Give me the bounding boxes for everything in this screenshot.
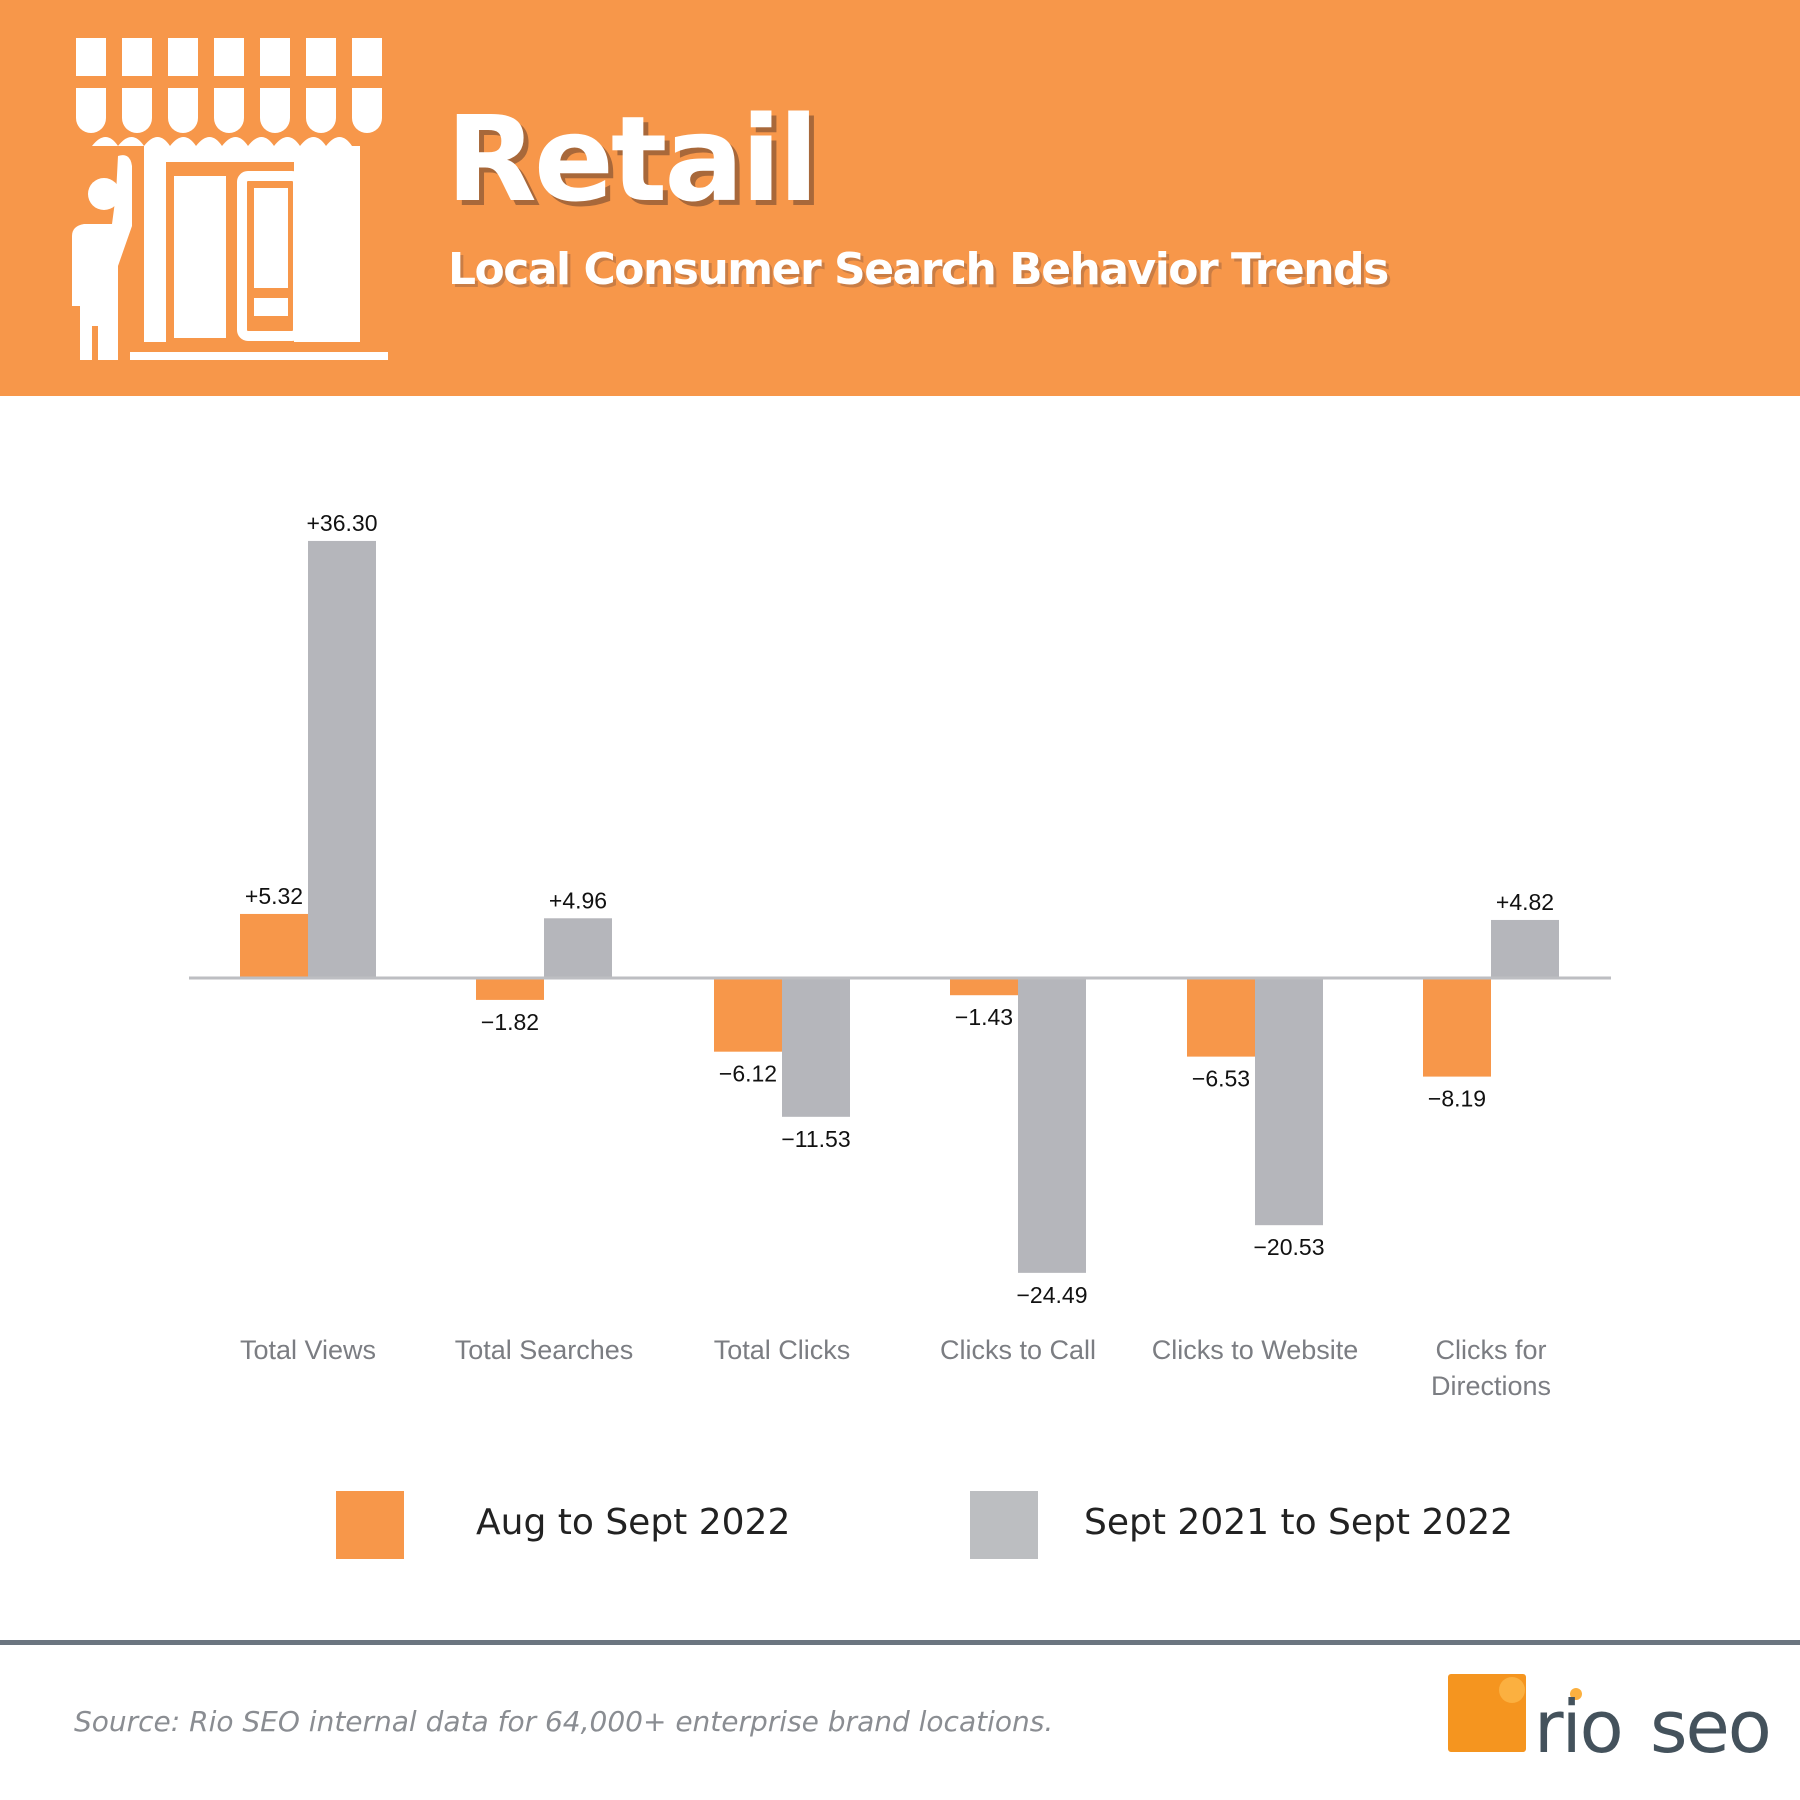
rio-seo-logo: rio seo [1448,1674,1772,1760]
legend-swatch-aug-sept-2022 [336,1491,404,1559]
legend-label-sept-2021-sept-2022: Sept 2021 to Sept 2022 [1084,1502,1514,1543]
svg-text:rio: rio [1534,1685,1622,1760]
category-label: Total Views [240,1335,376,1365]
page-title: Retail [446,90,819,228]
legend-label-aug-sept-2022: Aug to Sept 2022 [476,1502,791,1543]
category-label: Total Searches [455,1335,634,1365]
page-subtitle: Local Consumer Search Behavior Trends [448,244,1389,295]
value-label: −11.53 [781,1126,850,1152]
bar-aug-sept-2022-2 [714,978,782,1052]
bar-sept-2021-sept-2022-1 [544,918,612,978]
bar-sept-2021-sept-2022-4 [1255,978,1323,1226]
bar-sept-2021-sept-2022-3 [1018,978,1086,1273]
value-label: +4.82 [1496,889,1554,915]
category-label: Clicks to Call [940,1335,1096,1365]
bar-aug-sept-2022-1 [476,978,544,1000]
value-label: +4.96 [549,887,607,913]
bar-sept-2021-sept-2022-2 [782,978,850,1117]
bar-sept-2021-sept-2022-5 [1491,919,1559,978]
storefront-icon [72,38,388,360]
bar-aug-sept-2022-3 [950,978,1018,996]
value-label: +36.30 [307,510,378,536]
category-label: Clicks for Directions [1431,1335,1551,1401]
bar-aug-sept-2022-4 [1187,978,1255,1057]
category-label: Clicks to Website [1152,1335,1359,1365]
value-label: −8.19 [1428,1086,1486,1112]
bar-aug-sept-2022-5 [1423,978,1491,1077]
value-label: −1.43 [955,1004,1013,1030]
svg-text:seo: seo [1650,1685,1770,1760]
value-label: −24.49 [1017,1282,1088,1308]
value-label: −20.53 [1254,1234,1325,1260]
source-note: Source: Rio SEO internal data for 64,000… [74,1705,1054,1738]
footer-divider [0,1640,1800,1645]
bar-sept-2021-sept-2022-0 [308,540,376,978]
value-label: −6.12 [719,1061,777,1087]
bar-aug-sept-2022-0 [240,913,308,978]
legend-swatch-sept-2021-sept-2022 [970,1491,1038,1559]
header-banner: Retail Local Consumer Search Behavior Tr… [0,0,1800,396]
category-label: Total Clicks [714,1335,851,1365]
value-label: −1.82 [481,1009,539,1035]
value-label: +5.32 [245,883,303,909]
value-label: −6.53 [1192,1066,1250,1092]
